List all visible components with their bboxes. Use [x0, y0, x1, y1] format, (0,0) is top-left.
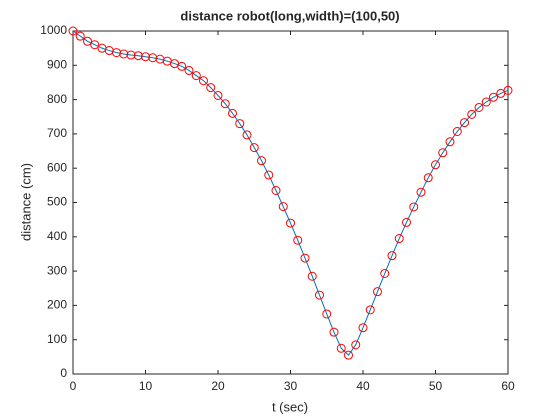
marker — [213, 90, 223, 100]
y-tick-label: 100 — [47, 332, 67, 346]
y-tick-label: 300 — [47, 263, 67, 277]
marker — [90, 40, 100, 50]
marker — [300, 253, 310, 263]
marker — [249, 143, 259, 153]
y-tick-label: 1000 — [40, 23, 67, 37]
plot-area — [73, 31, 508, 374]
marker — [257, 156, 266, 166]
y-tick-label: 600 — [47, 160, 67, 174]
marker — [423, 173, 433, 183]
marker — [184, 65, 194, 75]
x-tick-label: 20 — [211, 379, 225, 393]
marker — [315, 290, 324, 300]
y-tick-label: 700 — [47, 126, 67, 140]
y-tick-label: 900 — [47, 57, 67, 71]
y-tick-label: 800 — [47, 92, 67, 106]
marker — [394, 234, 404, 244]
marker — [344, 350, 353, 360]
y-tick-label: 200 — [47, 298, 67, 312]
marker — [460, 118, 469, 128]
chart-title: distance robot(long,width)=(100,50) — [180, 8, 399, 23]
marker — [119, 49, 129, 59]
marker — [387, 251, 397, 261]
marker — [75, 31, 85, 41]
marker — [293, 235, 303, 245]
marker — [278, 202, 288, 212]
marker — [329, 327, 339, 337]
marker — [336, 343, 346, 353]
x-tick-label: 10 — [139, 379, 153, 393]
marker — [228, 108, 237, 118]
marker — [474, 102, 484, 112]
y-tick-label: 0 — [60, 366, 67, 380]
marker — [351, 340, 361, 350]
x-axis-label: t (sec) — [272, 399, 308, 414]
marker — [271, 185, 281, 195]
marker — [220, 99, 230, 109]
marker — [380, 269, 390, 279]
x-tick-label: 60 — [501, 379, 515, 393]
line — [72, 30, 509, 356]
marker — [112, 48, 121, 58]
marker — [126, 50, 136, 60]
y-tick-label: 500 — [47, 195, 67, 209]
marker — [264, 170, 274, 180]
marker — [416, 187, 426, 197]
marker — [431, 160, 440, 170]
marker — [68, 26, 78, 36]
marker — [235, 119, 245, 129]
marker — [438, 148, 448, 158]
marker — [286, 218, 295, 228]
marker — [83, 36, 92, 46]
marker — [489, 92, 498, 102]
marker — [206, 83, 216, 93]
marker — [503, 85, 513, 95]
marker — [133, 51, 143, 61]
marker — [242, 130, 252, 140]
marker — [373, 287, 382, 297]
marker — [141, 52, 150, 62]
marker — [177, 61, 187, 71]
marker — [307, 271, 317, 281]
marker — [409, 202, 419, 212]
marker — [148, 53, 158, 63]
x-tick-label: 50 — [429, 379, 443, 393]
x-tick-label: 30 — [284, 379, 298, 393]
marker — [358, 323, 368, 333]
axes-box — [72, 30, 509, 375]
marker — [322, 309, 332, 319]
marker — [365, 305, 375, 315]
y-axis-label: distance (cm) — [18, 163, 33, 241]
marker — [402, 217, 411, 227]
marker — [199, 76, 208, 86]
x-tick-label: 40 — [356, 379, 370, 393]
marker — [445, 137, 455, 147]
marker — [467, 109, 477, 119]
y-tick-label: 400 — [47, 229, 67, 243]
marker — [481, 97, 491, 107]
marker — [452, 126, 462, 136]
x-tick-label: 0 — [70, 379, 77, 393]
marker — [191, 71, 201, 81]
